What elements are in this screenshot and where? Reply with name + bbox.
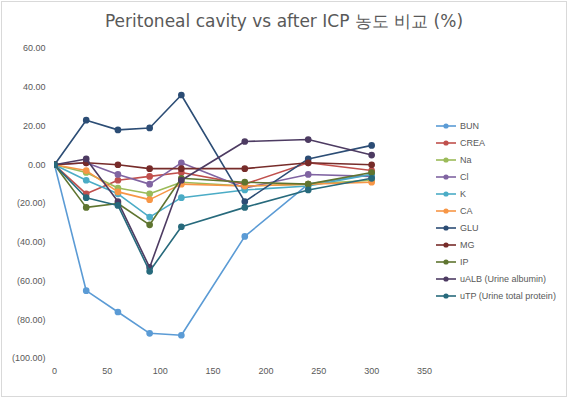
svg-text:50: 50 xyxy=(102,366,112,376)
svg-text:300: 300 xyxy=(364,366,379,376)
svg-text:20.00: 20.00 xyxy=(23,121,46,131)
svg-text:100: 100 xyxy=(153,366,168,376)
html-text:CA: CA xyxy=(460,206,473,216)
html-text:Na: Na xyxy=(460,155,472,165)
html-text:MG: MG xyxy=(460,240,475,250)
svg-text:0.00: 0.00 xyxy=(28,160,46,170)
svg-text:350: 350 xyxy=(417,366,432,376)
svg-text:(60.00): (60.00) xyxy=(17,276,46,286)
svg-text:250: 250 xyxy=(311,366,326,376)
svg-text:0: 0 xyxy=(52,366,57,376)
html-text:IP: IP xyxy=(460,257,469,267)
html-text:BUN: BUN xyxy=(460,121,479,131)
svg-text:200: 200 xyxy=(258,366,273,376)
html-text:GLU: GLU xyxy=(460,223,479,233)
svg-text:(80.00): (80.00) xyxy=(17,315,46,325)
svg-text:(100.00): (100.00) xyxy=(12,353,46,363)
html-text:uTP (Urine total protein): uTP (Urine total protein) xyxy=(460,291,556,301)
html-text:uALB (Urine albumin): uALB (Urine albumin) xyxy=(460,274,546,284)
html-text:K: K xyxy=(460,189,466,199)
svg-text:40.00: 40.00 xyxy=(23,82,46,92)
svg-text:(40.00): (40.00) xyxy=(17,237,46,247)
svg-text:150: 150 xyxy=(206,366,221,376)
html-text:Peritoneal cavity vs after ICP: Peritoneal cavity vs after ICP 농도 비교 (%) xyxy=(105,11,463,31)
svg-text:(20.00): (20.00) xyxy=(17,198,46,208)
svg-text:60.00: 60.00 xyxy=(23,43,46,53)
html-text:Cl: Cl xyxy=(460,172,469,182)
html-text:CREA: CREA xyxy=(460,138,485,148)
